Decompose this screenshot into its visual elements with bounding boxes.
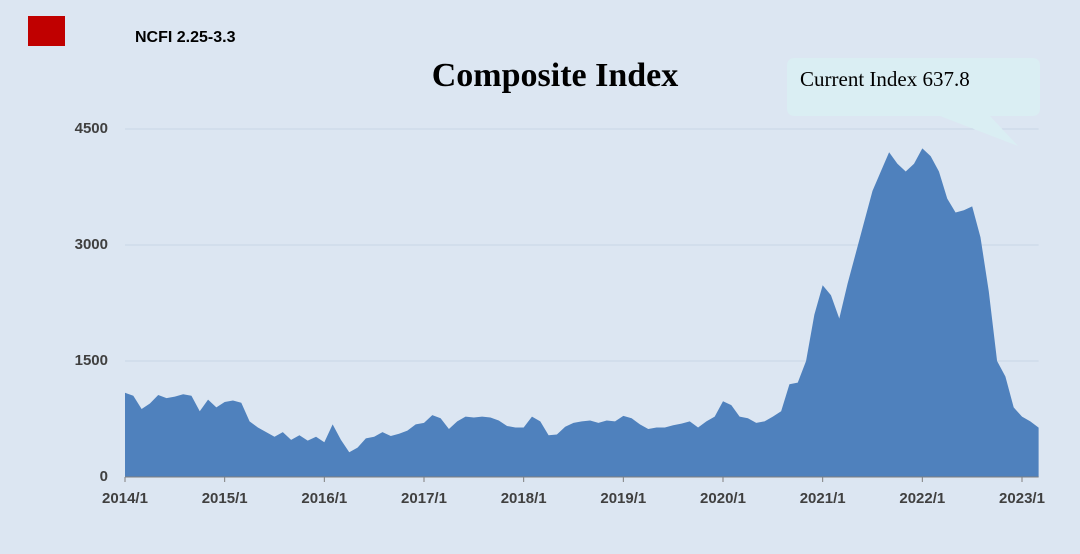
x-tick-label: 2019/1 (600, 490, 646, 507)
x-tick-label: 2023/1 (999, 490, 1045, 507)
x-tick-label: 2018/1 (501, 490, 547, 507)
x-tick-label: 2015/1 (202, 490, 248, 507)
y-tick-label: 4500 (75, 120, 108, 137)
x-tick-label: 2020/1 (700, 490, 746, 507)
callout (787, 58, 1040, 146)
area (125, 148, 1039, 477)
legend-label: NCFI 2.25-3.3 (135, 29, 236, 46)
x-tick-label: 2016/1 (301, 490, 347, 507)
callout-text: Current Index 637.8 (800, 67, 970, 91)
y-tick-label: 1500 (75, 352, 108, 369)
legend-marker (28, 16, 65, 46)
x-tick-label: 2017/1 (401, 490, 447, 507)
y-tick-label: 0 (100, 468, 108, 485)
x-tick-label: 2022/1 (899, 490, 945, 507)
x-tick-label: 2014/1 (102, 490, 148, 507)
chart-title: Composite Index (432, 57, 679, 94)
x-tick-label: 2021/1 (800, 490, 846, 507)
plot-area: 0 1500 3000 4500 2014/1 2015/1 2016/1 2017/1 201… (75, 120, 1045, 507)
y-tick-label: 3000 (75, 236, 108, 253)
